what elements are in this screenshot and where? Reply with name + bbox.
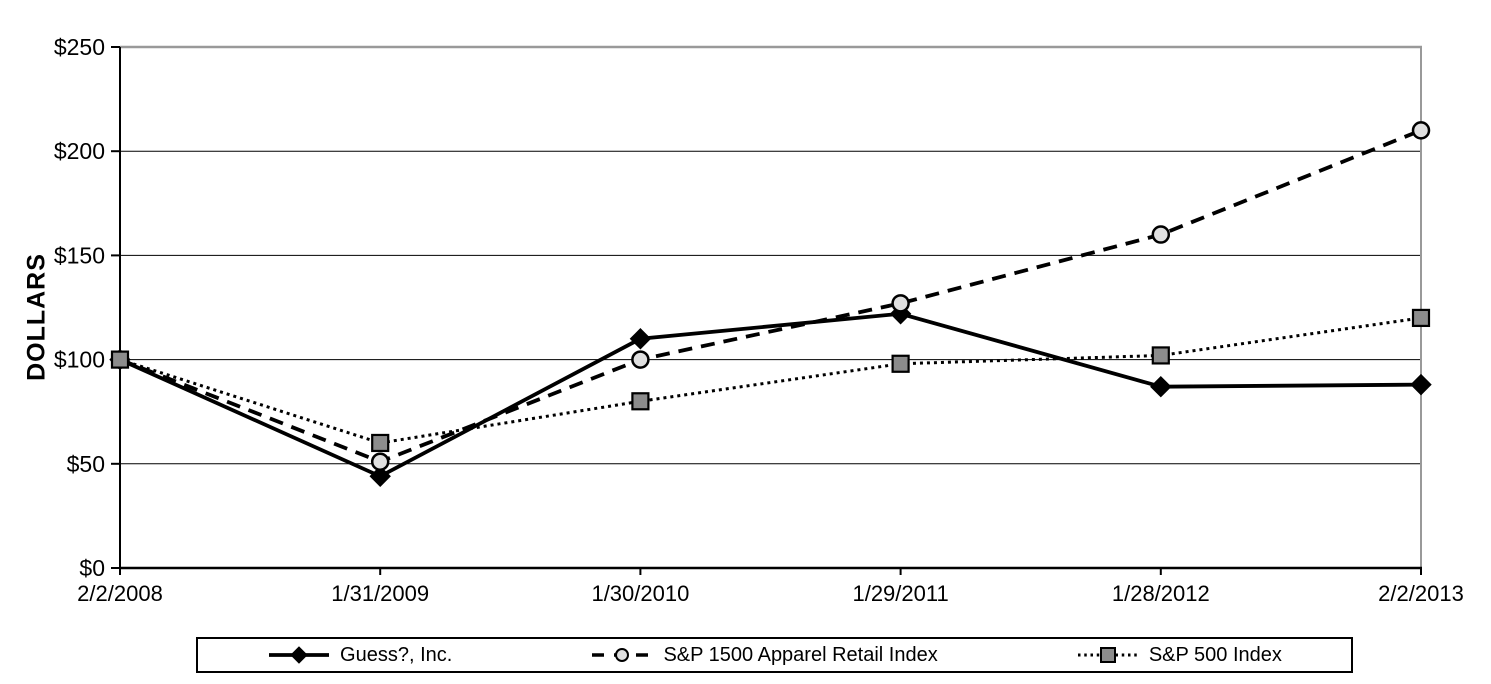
y-tick-label: $0: [79, 555, 105, 581]
legend: Guess?, Inc. S&P 1500 Apparel Retail Ind…: [196, 637, 1353, 673]
marker-square: [631, 392, 650, 411]
legend-label-sp1500-apparel: S&P 1500 Apparel Retail Index: [663, 644, 938, 666]
x-tick-label: 1/29/2011: [852, 581, 948, 606]
legend-label-sp500: S&P 500 Index: [1148, 644, 1282, 666]
marker-square: [1151, 346, 1170, 365]
y-tick-label: $100: [54, 347, 105, 373]
legend-entry-sp1500-apparel: S&P 1500 Apparel Retail Index: [590, 644, 938, 666]
x-tick-label: 2/2/2008: [77, 581, 163, 606]
marker-circle: [1151, 225, 1171, 244]
y-tick-label: $150: [54, 242, 105, 268]
dotted-line-square-icon: [1077, 647, 1138, 663]
x-tick-label: 1/31/2009: [331, 581, 429, 606]
circle-marker-icon: [615, 648, 630, 662]
y-tick-label: $50: [67, 451, 105, 477]
x-tick-label: 1/28/2012: [1112, 581, 1210, 606]
diamond-marker-icon: [290, 646, 308, 664]
legend-entry-sp500: S&P 500 Index: [1076, 645, 1282, 665]
y-tick-label: $250: [54, 34, 105, 60]
marker-diamond: [629, 328, 652, 350]
series-line-solid: [119, 311, 1422, 479]
dashed-line-circle-icon: [592, 648, 653, 662]
series-line-dotted: [119, 316, 1422, 445]
legend-entry-guess: Guess?, Inc.: [267, 645, 452, 665]
marker-circle: [631, 350, 650, 369]
marker-diamond: [1150, 375, 1172, 398]
marker-circle: [370, 452, 390, 471]
solid-line-diamond-icon: [269, 646, 330, 664]
x-tick-label: 2/2/2013: [1378, 581, 1464, 606]
x-tick-label: 1/30/2010: [591, 581, 689, 606]
marker-diamond: [369, 465, 391, 488]
marker-square: [891, 354, 910, 373]
marker-square: [1411, 308, 1431, 328]
marker-diamond: [1410, 373, 1432, 396]
marker-square: [110, 350, 130, 369]
marker-square: [371, 433, 390, 453]
legend-label-guess: Guess?, Inc.: [340, 644, 453, 666]
series-line-dashed: [119, 128, 1422, 464]
marker-circle: [1411, 121, 1431, 140]
y-tick-label: $200: [54, 138, 105, 164]
square-marker-icon: [1099, 647, 1116, 663]
marker-circle: [891, 294, 910, 313]
